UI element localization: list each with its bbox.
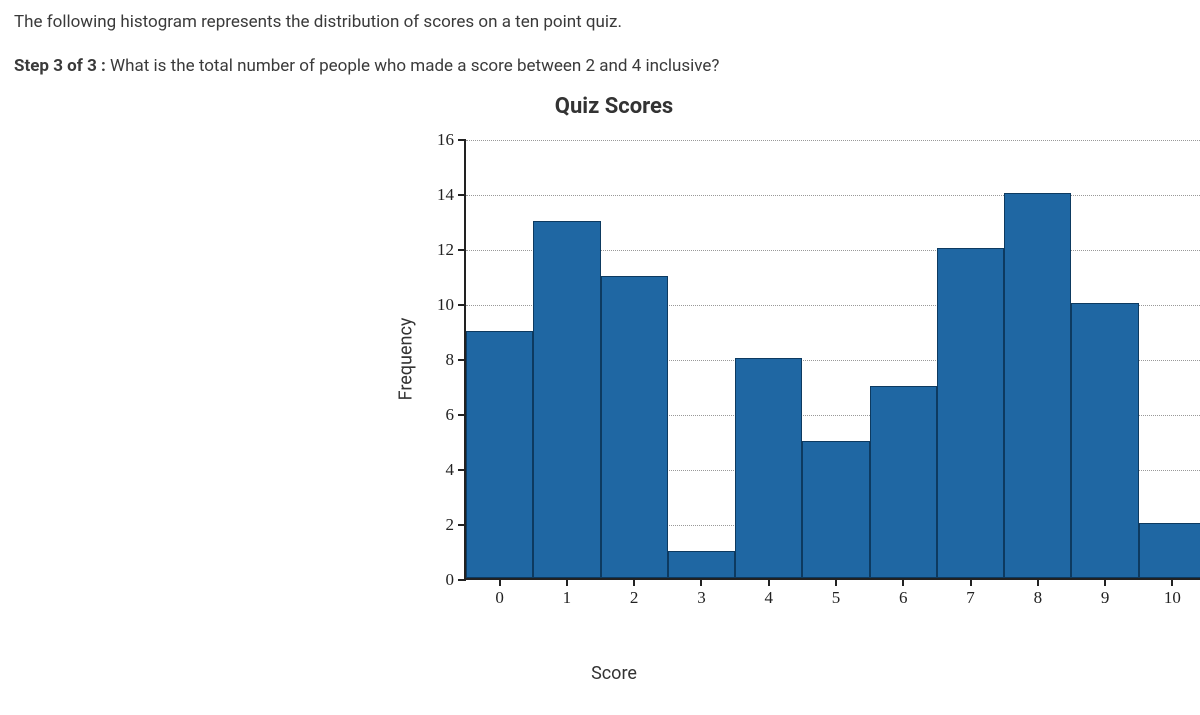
histogram-bar [1139,523,1200,578]
x-tick-label: 0 [495,578,504,608]
y-tick-label: 0 [446,570,467,590]
y-tick-label: 6 [446,405,467,425]
x-tick-label: 1 [563,578,572,608]
histogram-bar [466,331,533,579]
x-tick-label: 4 [764,578,773,608]
histogram-bar [533,221,600,579]
histogram-bar [601,276,668,579]
step-question: What is the total number of people who m… [106,56,720,76]
histogram-bar [735,358,802,578]
step-prefix: Step 3 of 3 : [14,56,106,76]
y-tick-label: 8 [446,350,467,370]
x-tick-label: 5 [832,578,841,608]
chart-title: Quiz Scores [14,94,1200,119]
y-axis-label: Frequency [396,318,417,401]
intro-text: The following histogram represents the d… [14,12,1186,32]
x-axis-label: Score [14,663,1200,684]
x-tick-label: 2 [630,578,639,608]
step-line: Step 3 of 3 : What is the total number o… [14,56,1186,76]
y-tick-label: 10 [437,295,466,315]
histogram-bar [1071,303,1138,578]
gridline [466,195,1200,196]
y-tick-label: 4 [446,460,467,480]
histogram-bar [668,551,735,579]
histogram-bar [937,248,1004,578]
x-tick-label: 8 [1034,578,1043,608]
x-tick-label: 10 [1164,578,1181,608]
y-tick-label: 14 [437,185,466,205]
histogram-bar [870,386,937,579]
quiz-scores-chart: Quiz Scores Frequency 024681012141601234… [14,94,1200,684]
x-tick-label: 7 [966,578,975,608]
histogram-bar [802,441,869,579]
x-tick-label: 9 [1101,578,1110,608]
histogram-bar [1004,193,1071,578]
y-tick-label: 12 [437,240,466,260]
x-tick-label: 3 [697,578,706,608]
x-tick-label: 6 [899,578,908,608]
plot-area: 0246810121416012345678910 [464,140,1200,580]
y-tick-label: 16 [437,130,466,150]
gridline [466,140,1200,141]
y-tick-label: 2 [446,515,467,535]
